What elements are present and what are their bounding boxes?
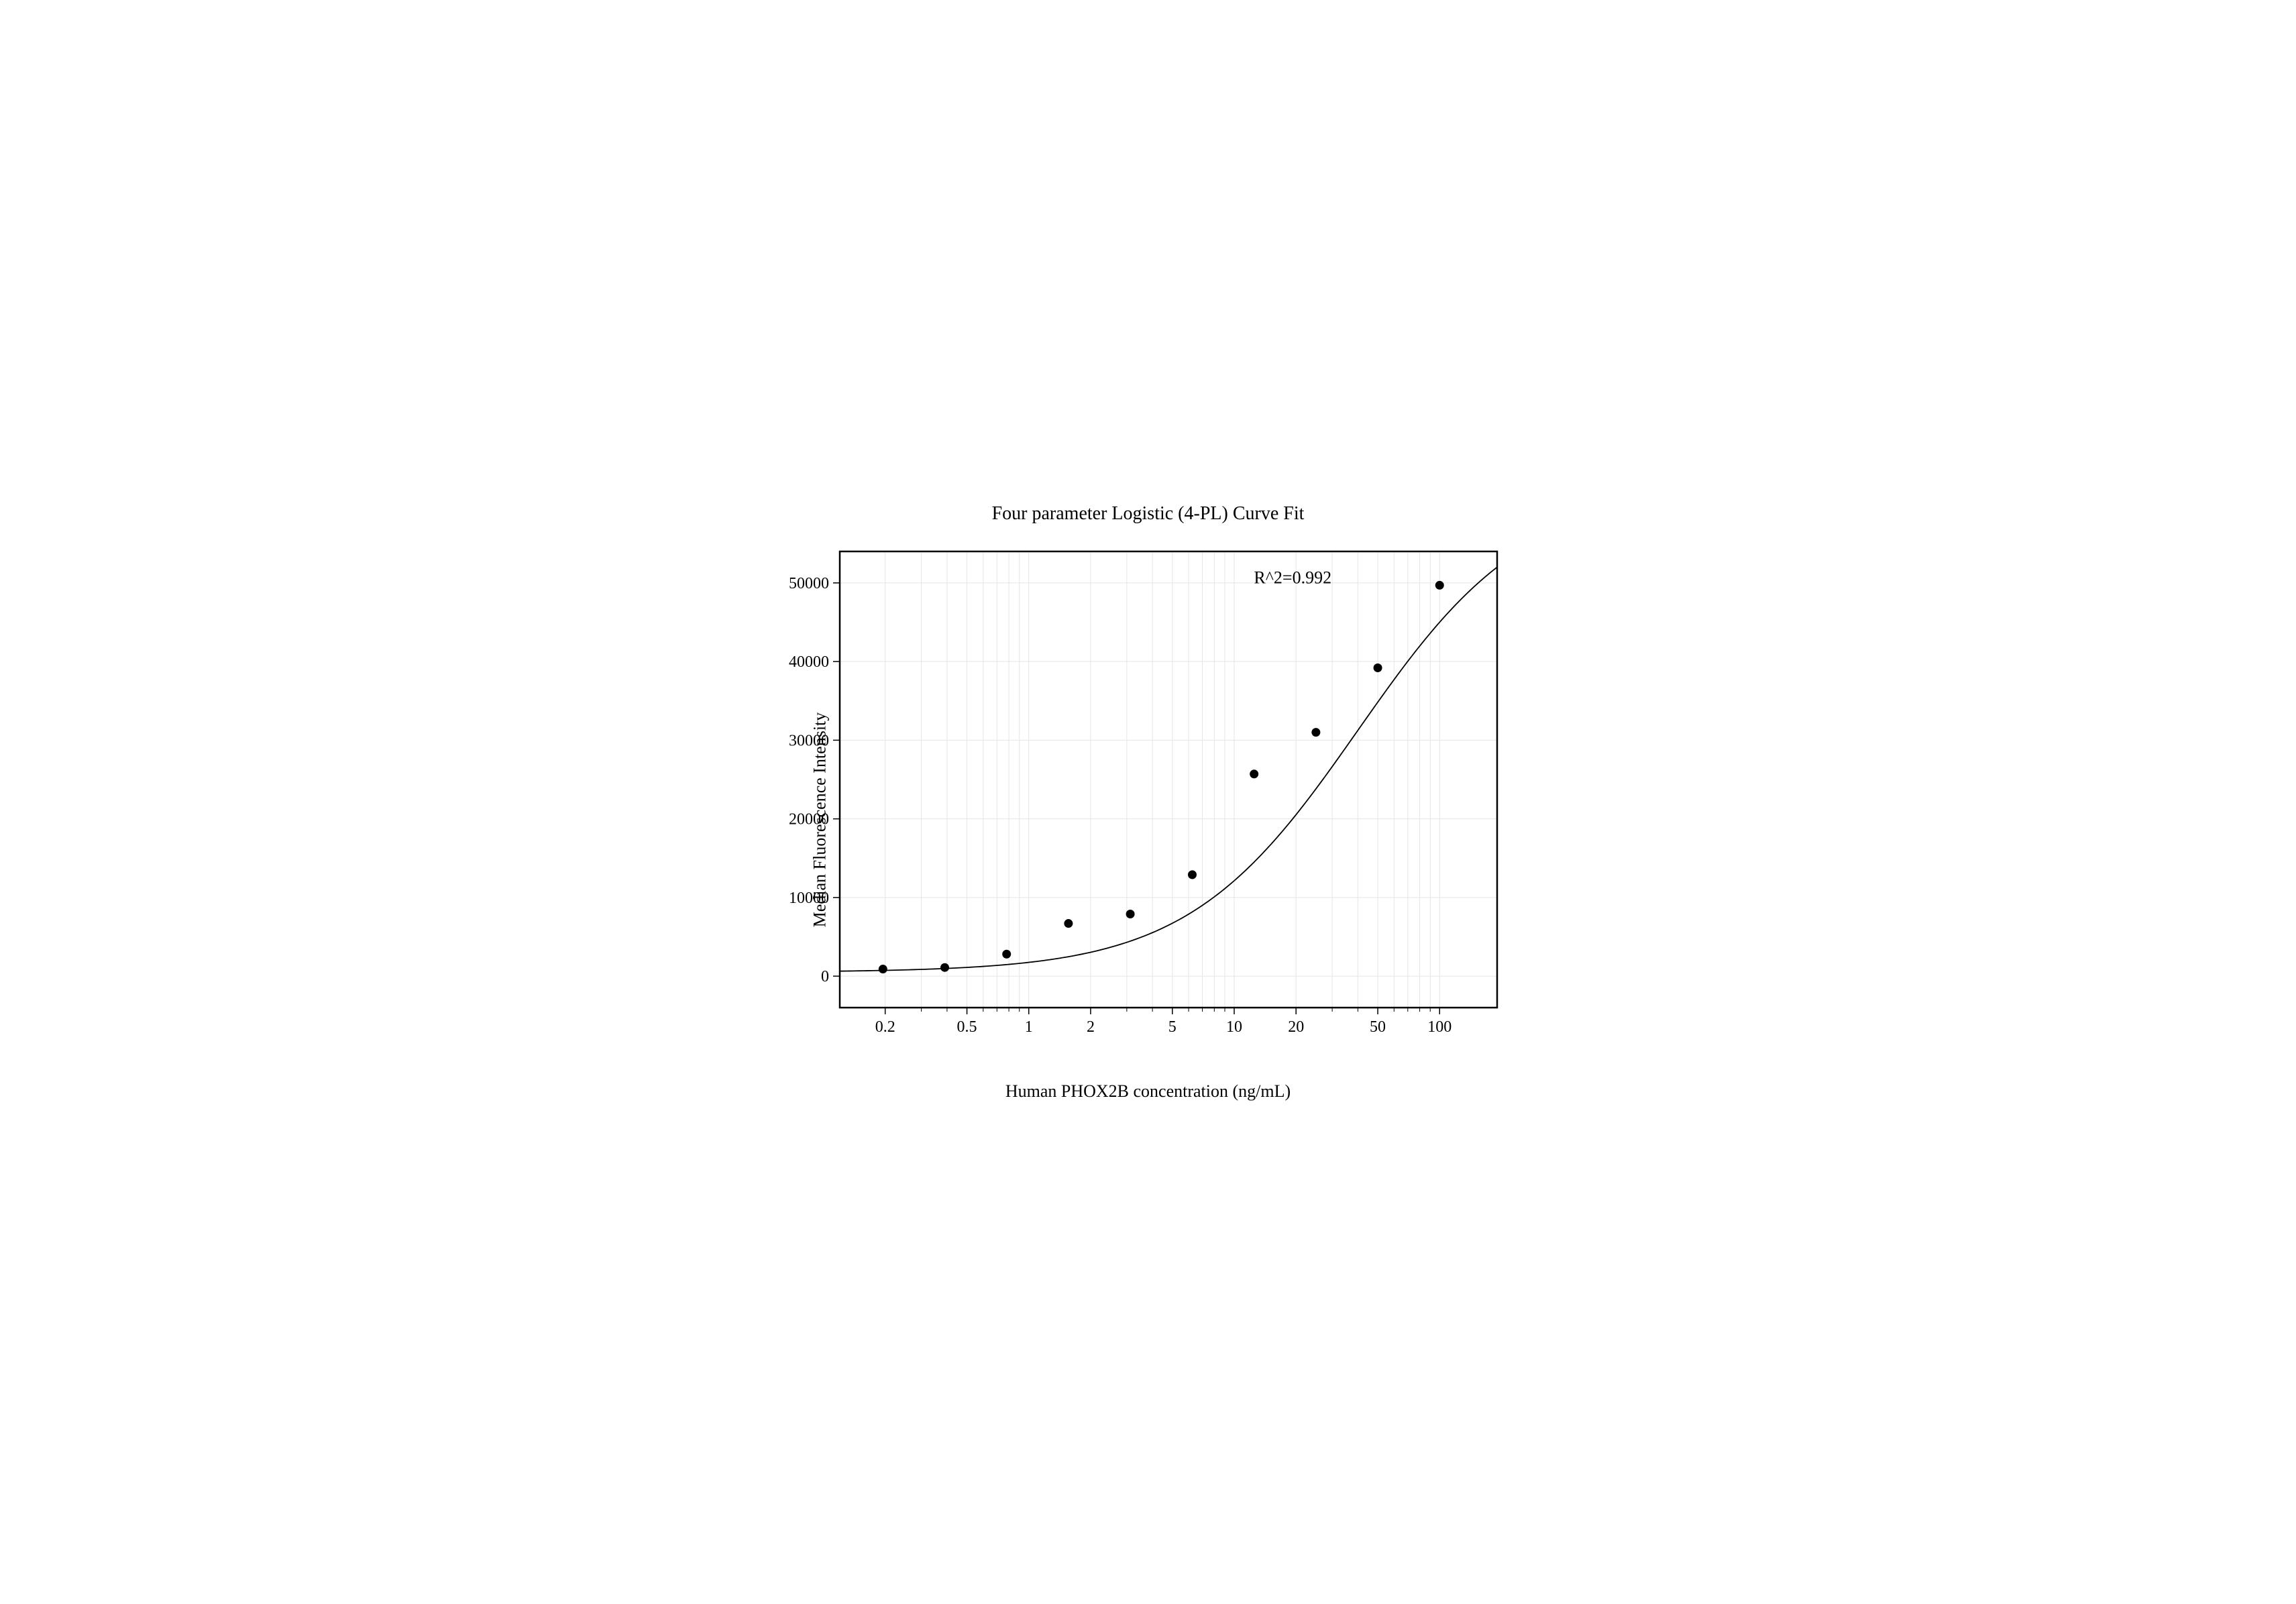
x-tick-label: 2 xyxy=(1086,1018,1094,1036)
x-tick-label: 50 xyxy=(1370,1018,1386,1036)
data-point xyxy=(1064,919,1073,928)
data-point xyxy=(1002,949,1011,958)
data-point xyxy=(878,965,887,973)
x-axis-label: Human PHOX2B concentration (ng/mL) xyxy=(773,1081,1524,1102)
data-point xyxy=(1435,580,1443,589)
data-point xyxy=(940,963,949,971)
data-point xyxy=(1373,663,1382,672)
x-tick-label: 100 xyxy=(1427,1018,1452,1036)
data-point xyxy=(1126,909,1134,918)
y-tick-label: 40000 xyxy=(789,653,829,671)
data-point xyxy=(1311,728,1320,737)
chart-title: Four parameter Logistic (4-PL) Curve Fit xyxy=(992,503,1305,525)
x-tick-label: 1 xyxy=(1024,1018,1032,1036)
x-tick-label: 0.5 xyxy=(956,1018,977,1036)
x-tick-label: 0.2 xyxy=(875,1018,895,1036)
y-axis-label: Median Fluorescence Intensity xyxy=(810,712,830,927)
chart-container: Four parameter Logistic (4-PL) Curve Fit… xyxy=(0,0,2296,1604)
x-tick-label: 20 xyxy=(1288,1018,1304,1036)
chart-area: Median Fluorescence Intensity 0100002000… xyxy=(773,538,1524,1102)
plot-svg: 010000200003000040000500000.20.512510205… xyxy=(773,538,1524,1055)
y-tick-label: 50000 xyxy=(789,574,829,592)
data-point xyxy=(1250,769,1258,778)
data-point xyxy=(1187,870,1196,879)
r-squared-annotation: R^2=0.992 xyxy=(1254,568,1331,587)
x-tick-label: 5 xyxy=(1168,1018,1176,1036)
x-tick-label: 10 xyxy=(1226,1018,1242,1036)
y-tick-label: 0 xyxy=(821,968,829,985)
fit-curve xyxy=(840,567,1497,971)
plot-border xyxy=(840,551,1497,1008)
